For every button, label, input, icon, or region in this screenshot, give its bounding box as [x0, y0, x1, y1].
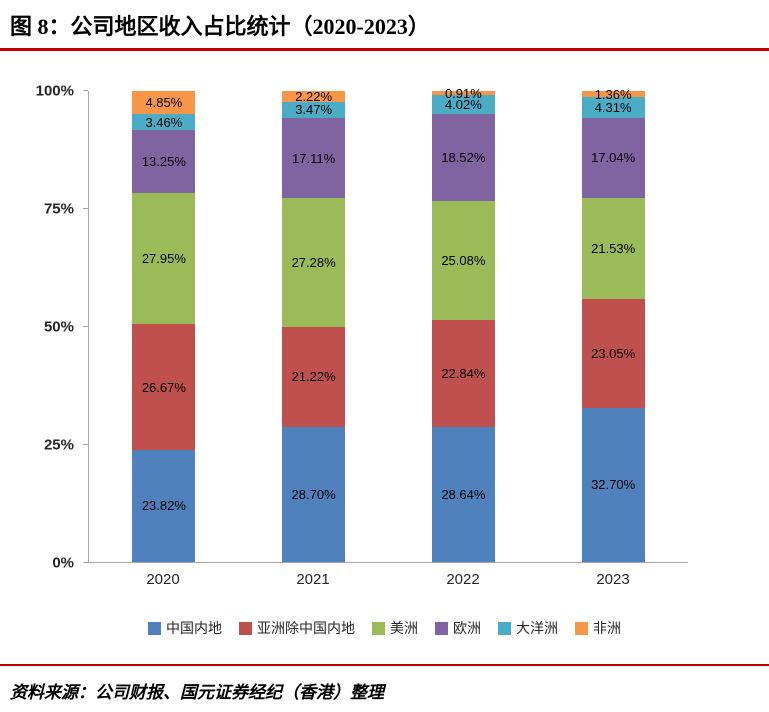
bar-segment: 3.47%	[282, 101, 346, 118]
bars-row: 23.82% 26.67% 27.95% 13.25% 3.46% 4.85% 28.70%…	[89, 87, 688, 562]
stacked-bar-2022: 28.64% 22.84% 25.08% 18.52% 4.02% 0.91%	[431, 87, 495, 562]
data-label: 22.84%	[441, 365, 486, 381]
bar-segment: 18.52%	[431, 114, 495, 202]
legend-item-亚洲除中国内地: 亚洲除中国内地	[239, 618, 355, 638]
y-axis-label: 25%	[43, 436, 74, 454]
bar-segment: 32.70%	[581, 407, 645, 562]
legend: 中国内地 亚洲除中国内地 美洲 欧洲 大洋洲 非洲	[0, 618, 769, 638]
y-axis-label: 100%	[35, 82, 74, 100]
legend-item-欧洲: 欧洲	[435, 618, 481, 638]
legend-swatch	[239, 621, 252, 635]
legend-item-中国内地: 中国内地	[148, 618, 222, 638]
y-axis-label: 0%	[52, 554, 74, 572]
legend-label: 大洋洲	[516, 620, 558, 636]
y-axis-tick	[83, 90, 88, 91]
y-axis-label: 75%	[43, 200, 74, 218]
legend-label: 美洲	[390, 620, 418, 636]
data-label: 25.08%	[441, 252, 486, 268]
bar-segment: 4.85%	[132, 91, 196, 114]
bar-segment: 17.11%	[282, 117, 346, 199]
y-axis-tick	[83, 562, 88, 563]
y-axis-label: 50%	[43, 318, 74, 336]
x-axis: 2020 2021 2022 2023	[88, 571, 688, 588]
data-label: 17.11%	[292, 150, 336, 166]
stacked-bar-chart: 0% 25% 50% 75% 100% 23.82% 26.67% 27.95% 13.25%…	[0, 84, 769, 638]
data-label: 28.70%	[291, 486, 336, 502]
data-label: 21.22%	[291, 369, 336, 385]
plot-area: 23.82% 26.67% 27.95% 13.25% 3.46% 4.85% 28.70%…	[88, 87, 688, 563]
bar-segment: 13.25%	[132, 130, 196, 193]
bar-segment: 26.67%	[132, 324, 196, 450]
legend-item-非洲: 非洲	[575, 618, 621, 638]
legend-item-大洋洲: 大洋洲	[498, 618, 558, 638]
data-label: 2.22%	[295, 88, 333, 104]
legend-swatch	[148, 621, 161, 635]
bar-segment: 4.31%	[581, 97, 645, 118]
bar-segment: 21.22%	[282, 326, 346, 427]
legend-swatch	[372, 621, 385, 635]
y-axis-tick	[83, 444, 88, 445]
legend-label: 欧洲	[453, 620, 481, 636]
data-label: 4.31%	[594, 100, 632, 116]
data-label: 3.46%	[145, 114, 183, 130]
data-label: 23.82%	[141, 498, 186, 514]
x-axis-label: 2020	[146, 571, 180, 588]
legend-item-美洲: 美洲	[372, 618, 418, 638]
bar-segment: 27.95%	[132, 192, 196, 325]
figure-header: 图 8：公司地区收入占比统计（2020-2023）	[0, 0, 769, 51]
plot-row: 0% 25% 50% 75% 100% 23.82% 26.67% 27.95% 13.25%…	[0, 84, 769, 571]
data-label: 23.05%	[591, 346, 636, 362]
bar-segment: 0.91%	[431, 87, 495, 100]
x-axis-label: 2023	[596, 571, 630, 588]
legend-swatch	[435, 621, 448, 635]
stacked-bar-2020: 23.82% 26.67% 27.95% 13.25% 3.46% 4.85%	[132, 91, 196, 562]
data-label: 27.28%	[291, 255, 336, 271]
bar-segment: 28.70%	[282, 426, 346, 562]
bar-segment: 3.46%	[132, 113, 196, 131]
data-label: 32.70%	[591, 477, 636, 493]
data-label: 27.95%	[141, 250, 186, 266]
y-axis: 0% 25% 50% 75% 100%	[0, 84, 88, 571]
legend-label: 非洲	[593, 620, 621, 636]
page-title: 图 8：公司地区收入占比统计（2020-2023）	[10, 14, 430, 39]
bar-segment: 25.08%	[431, 201, 495, 320]
data-label: 1.36%	[594, 86, 632, 102]
data-label: 28.64%	[441, 487, 486, 503]
bar-segment: 27.28%	[282, 198, 346, 327]
bar-segment: 23.05%	[581, 299, 645, 408]
bar-segment: 22.84%	[431, 319, 495, 428]
data-label: 0.91%	[444, 85, 482, 101]
source-note: 资料来源：公司财报、国元证券经纪（香港）整理	[10, 683, 384, 702]
bar-segment: 28.64%	[431, 427, 495, 562]
bar-segment: 17.04%	[581, 117, 645, 199]
bar-segment: 4.02%	[431, 95, 495, 115]
legend-label: 中国内地	[166, 620, 222, 636]
data-label: 21.53%	[591, 241, 636, 257]
legend-label: 亚洲除中国内地	[257, 620, 355, 636]
data-label: 26.67%	[141, 379, 186, 395]
data-label: 3.47%	[295, 102, 333, 118]
legend-swatch	[498, 621, 511, 635]
stacked-bar-2023: 32.70% 23.05% 21.53% 17.04% 4.31% 1.36%	[581, 88, 645, 562]
bar-segment: 23.82%	[132, 449, 196, 562]
x-axis-label: 2022	[446, 571, 480, 588]
bar-segment: 2.22%	[282, 88, 346, 104]
y-axis-tick	[83, 326, 88, 327]
x-axis-label: 2021	[296, 571, 330, 588]
bar-segment: 1.36%	[581, 88, 645, 101]
data-label: 18.52%	[441, 150, 486, 166]
data-label: 4.02%	[444, 97, 482, 113]
legend-swatch	[575, 621, 588, 635]
data-label: 4.85%	[145, 94, 183, 110]
y-axis-tick	[83, 208, 88, 209]
source-footer: 资料来源：公司财报、国元证券经纪（香港）整理	[0, 664, 769, 703]
data-label: 13.25%	[141, 153, 186, 169]
data-label: 17.04%	[591, 150, 636, 166]
stacked-bar-2021: 28.70% 21.22% 27.28% 17.11% 3.47% 2.22%	[282, 88, 346, 562]
bar-segment: 21.53%	[581, 198, 645, 300]
